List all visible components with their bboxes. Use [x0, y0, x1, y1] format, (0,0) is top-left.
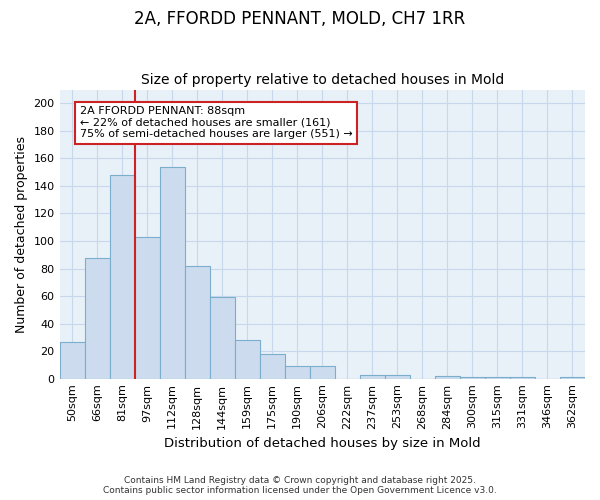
- Bar: [385, 374, 410, 378]
- Y-axis label: Number of detached properties: Number of detached properties: [15, 136, 28, 332]
- Title: Size of property relative to detached houses in Mold: Size of property relative to detached ho…: [140, 73, 504, 87]
- Text: Contains HM Land Registry data © Crown copyright and database right 2025.
Contai: Contains HM Land Registry data © Crown c…: [103, 476, 497, 495]
- Bar: [209, 298, 235, 378]
- Text: 2A, FFORDD PENNANT, MOLD, CH7 1RR: 2A, FFORDD PENNANT, MOLD, CH7 1RR: [134, 10, 466, 28]
- Bar: [260, 354, 285, 378]
- Bar: [310, 366, 335, 378]
- X-axis label: Distribution of detached houses by size in Mold: Distribution of detached houses by size …: [164, 437, 481, 450]
- Bar: [185, 266, 209, 378]
- Bar: [285, 366, 310, 378]
- Bar: [134, 237, 160, 378]
- Bar: [59, 342, 85, 378]
- Bar: [435, 376, 460, 378]
- Bar: [160, 166, 185, 378]
- Bar: [85, 258, 110, 378]
- Bar: [235, 340, 260, 378]
- Bar: [110, 175, 134, 378]
- Bar: [360, 374, 385, 378]
- Text: 2A FFORDD PENNANT: 88sqm
← 22% of detached houses are smaller (161)
75% of semi-: 2A FFORDD PENNANT: 88sqm ← 22% of detach…: [80, 106, 352, 140]
